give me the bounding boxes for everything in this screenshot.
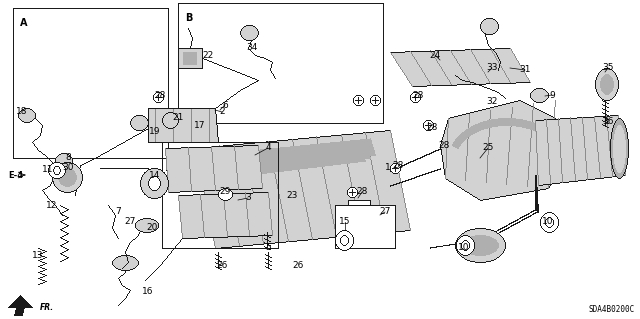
- Text: 11: 11: [42, 166, 54, 174]
- Text: 7: 7: [115, 207, 121, 217]
- Text: 2: 2: [219, 108, 225, 116]
- Text: 30: 30: [62, 164, 74, 173]
- Text: 28: 28: [154, 91, 166, 100]
- Text: 28: 28: [412, 91, 424, 100]
- Text: 35: 35: [602, 63, 614, 72]
- Text: 27: 27: [124, 218, 136, 226]
- Text: 29: 29: [220, 188, 230, 197]
- Text: 26: 26: [216, 261, 228, 270]
- Text: 36: 36: [602, 117, 614, 127]
- Text: A: A: [20, 18, 28, 28]
- Text: B: B: [185, 13, 193, 23]
- Text: 20: 20: [147, 224, 157, 233]
- Text: SDA4B0200C: SDA4B0200C: [589, 305, 635, 314]
- Text: 9: 9: [549, 91, 555, 100]
- Text: 31: 31: [519, 65, 531, 75]
- Text: 33: 33: [486, 63, 498, 72]
- Text: 23: 23: [286, 190, 298, 199]
- Text: 24: 24: [429, 50, 440, 60]
- Text: 34: 34: [246, 43, 258, 53]
- Text: 3: 3: [245, 194, 251, 203]
- Text: 5: 5: [265, 243, 271, 253]
- Text: 1: 1: [385, 164, 391, 173]
- Text: 19: 19: [149, 128, 161, 137]
- Text: 15: 15: [339, 218, 351, 226]
- Text: 10: 10: [458, 243, 470, 253]
- Text: 18: 18: [16, 108, 28, 116]
- Text: 13: 13: [32, 250, 44, 259]
- Text: 6: 6: [222, 100, 228, 109]
- Text: 8: 8: [65, 153, 71, 162]
- Text: 26: 26: [292, 261, 304, 270]
- Text: 28: 28: [392, 160, 404, 169]
- Text: 28: 28: [438, 140, 450, 150]
- Text: 16: 16: [142, 287, 154, 296]
- Text: 32: 32: [486, 98, 498, 107]
- Text: 22: 22: [202, 50, 214, 60]
- Text: 10: 10: [542, 218, 554, 226]
- Text: 27: 27: [380, 207, 390, 217]
- Text: 12: 12: [46, 201, 58, 210]
- Text: FR.: FR.: [40, 303, 54, 313]
- Text: 14: 14: [149, 170, 161, 180]
- Text: 28: 28: [426, 123, 438, 132]
- Text: E-4: E-4: [8, 170, 23, 180]
- Text: 25: 25: [483, 144, 493, 152]
- Text: 21: 21: [172, 114, 184, 122]
- Text: 17: 17: [195, 121, 205, 130]
- Text: 28: 28: [356, 188, 368, 197]
- Text: 4: 4: [265, 144, 271, 152]
